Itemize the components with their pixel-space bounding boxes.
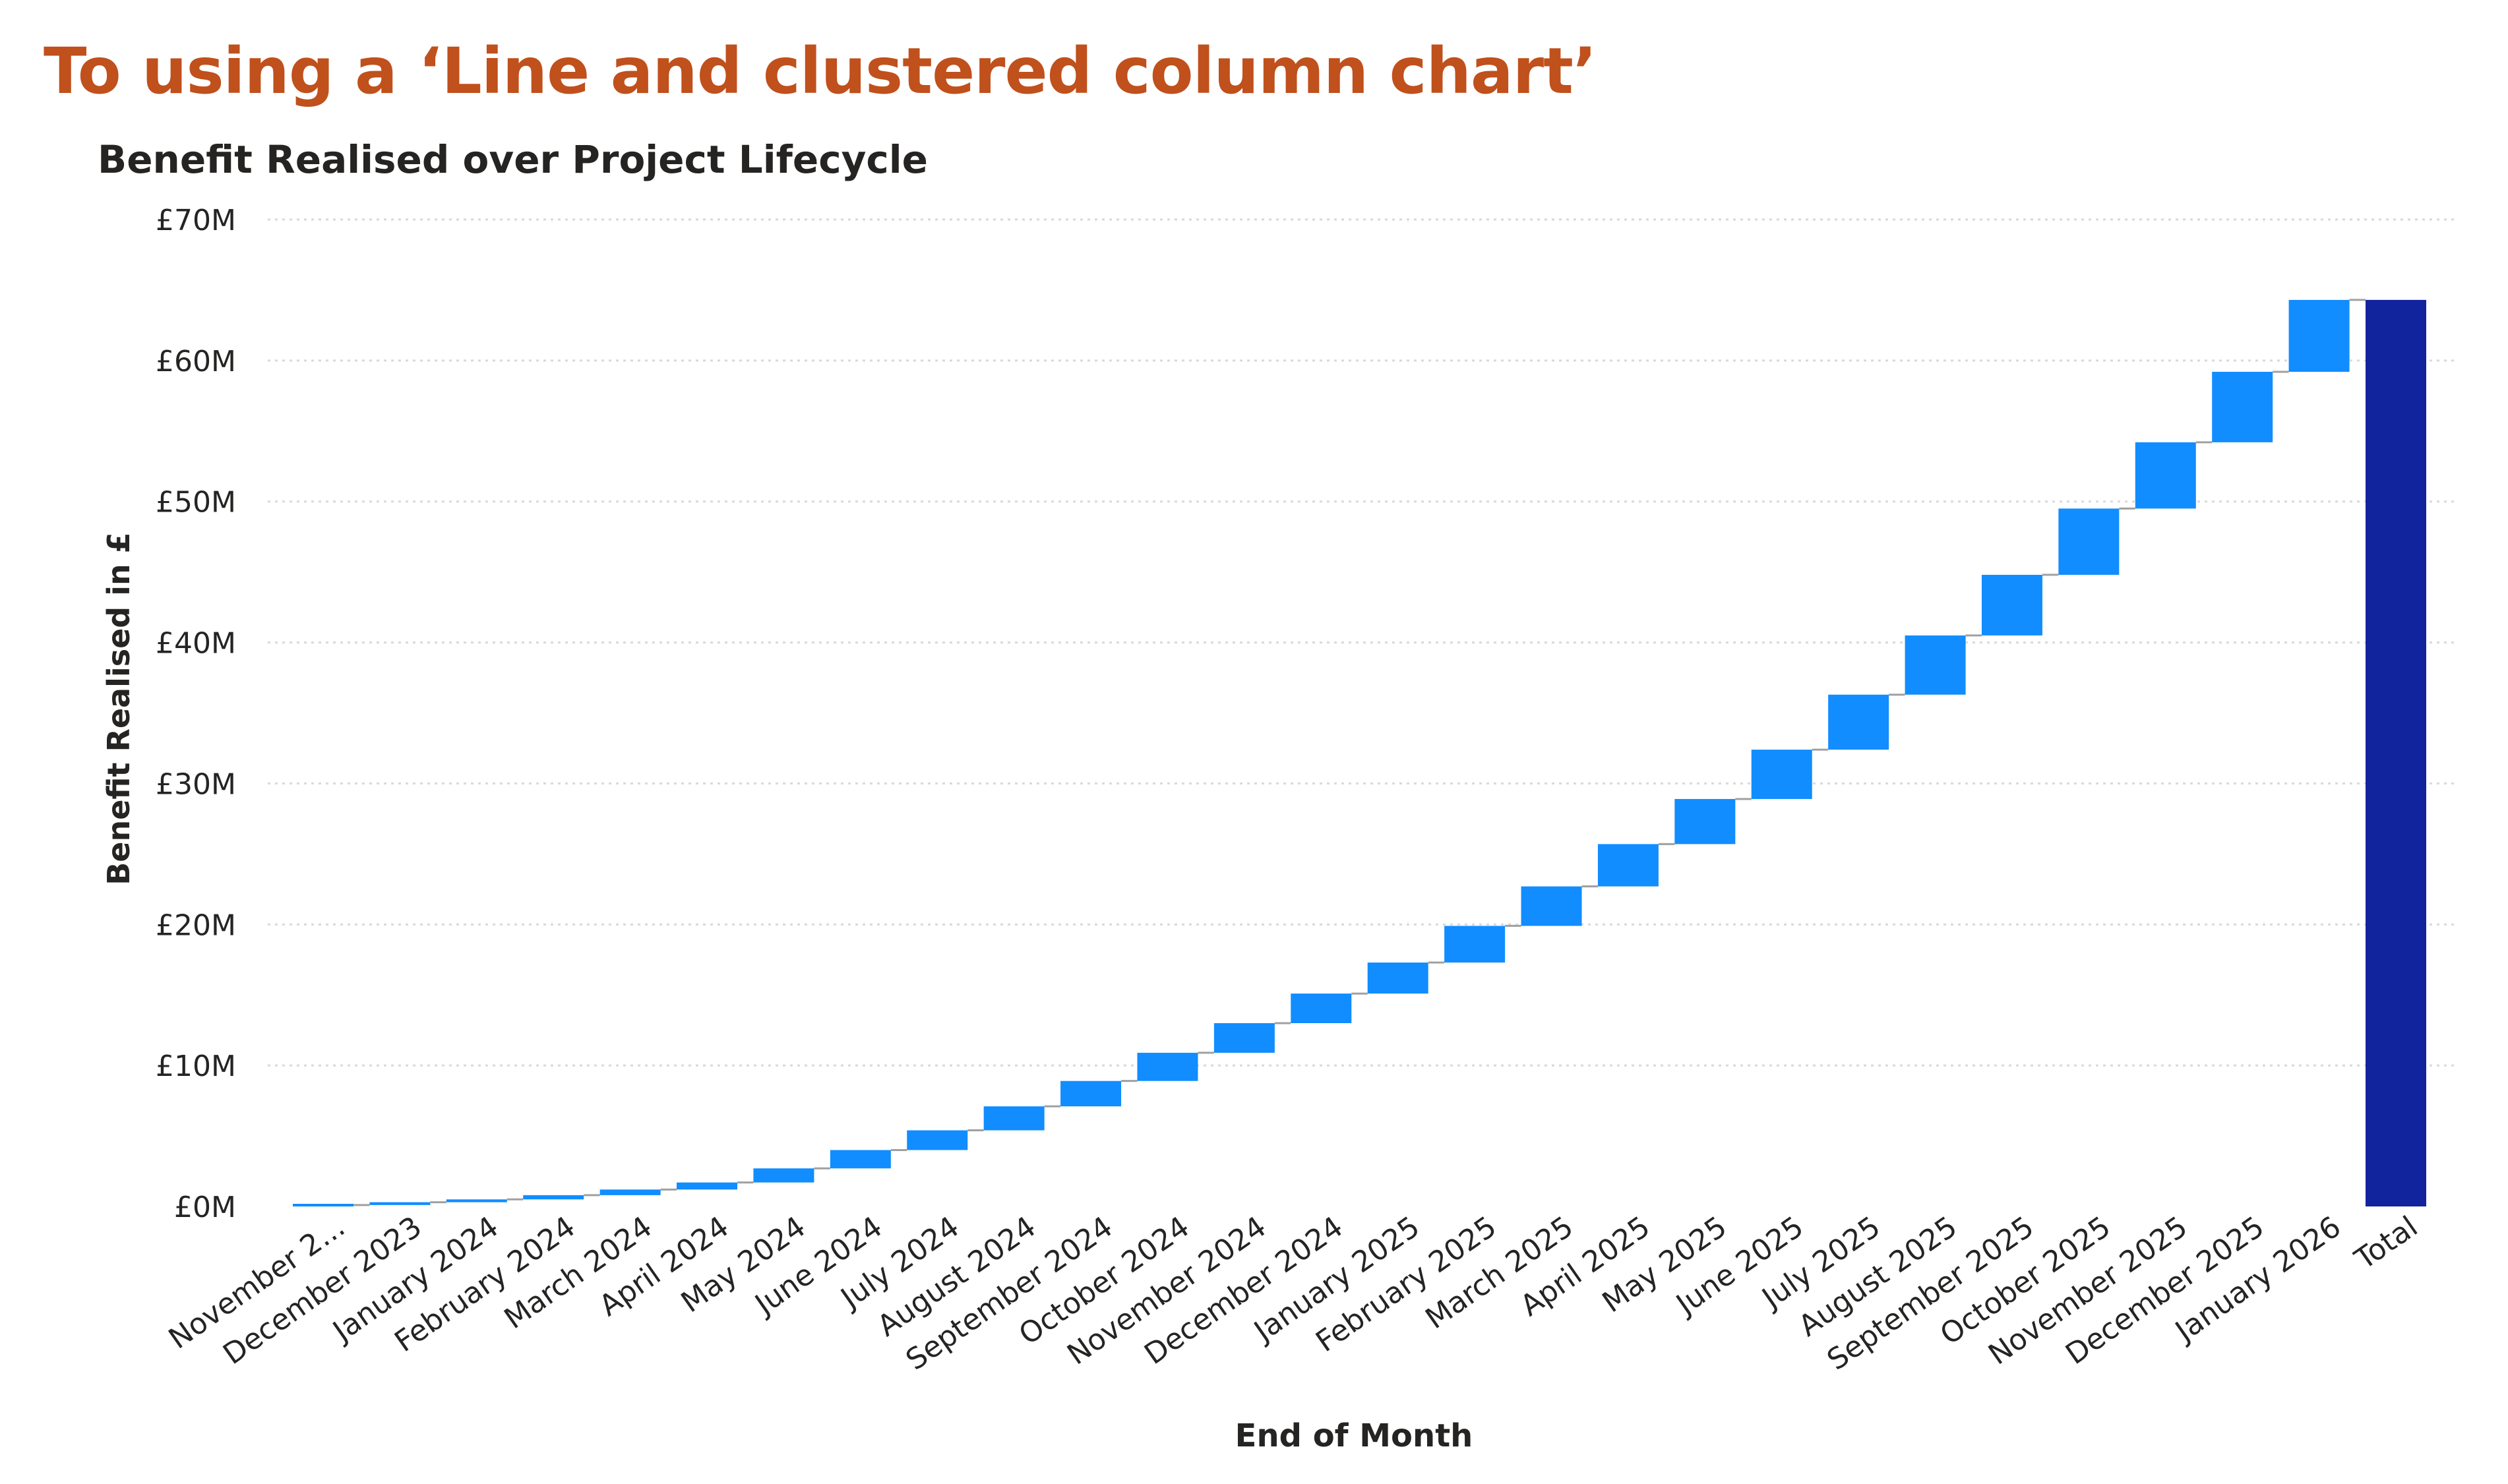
increase-bar — [1981, 574, 2042, 636]
x-axis-title: End of Month — [1235, 1417, 1473, 1454]
increase-bar — [1751, 750, 1812, 799]
increase-bar — [1828, 694, 1889, 750]
increase-bar — [677, 1182, 738, 1190]
increase-bar — [599, 1189, 661, 1195]
increase-bar — [2058, 508, 2120, 575]
increase-bar — [1213, 1023, 1275, 1053]
increase-bar — [907, 1130, 968, 1150]
increase-bar — [369, 1202, 431, 1205]
increase-bar — [1137, 1052, 1198, 1081]
increase-bar — [1291, 994, 1352, 1023]
increase-bar — [1521, 886, 1582, 926]
y-tick-label: £40M — [156, 627, 236, 661]
x-tick-label: Total — [2348, 1210, 2424, 1276]
y-tick-label: £10M — [156, 1050, 236, 1083]
increase-bar — [1444, 926, 1506, 963]
increase-bar — [2212, 371, 2273, 442]
bars — [293, 299, 2426, 1206]
y-axis-title: Benefit Realised in £ — [101, 532, 137, 885]
increase-bar — [830, 1150, 891, 1169]
y-tick-label: £20M — [156, 908, 236, 942]
increase-bar — [1367, 963, 1428, 994]
increase-bar — [1905, 635, 1966, 695]
slide-heading: To using a ‘Line and clustered column ch… — [44, 34, 1597, 108]
increase-bar — [2288, 299, 2350, 372]
increase-bar — [1060, 1081, 1122, 1107]
connectors — [353, 299, 2366, 1206]
increase-bar — [446, 1199, 507, 1202]
chart-title: Benefit Realised over Project Lifecycle — [98, 137, 928, 182]
y-tick-label: £0M — [174, 1191, 236, 1224]
gridlines — [268, 218, 2455, 1067]
y-tick-label: £50M — [156, 486, 236, 519]
increase-bar — [1597, 844, 1659, 887]
increase-bar — [523, 1195, 584, 1200]
increase-bar — [983, 1106, 1045, 1131]
increase-bar — [1674, 798, 1736, 845]
increase-bar — [753, 1168, 814, 1183]
increase-bar — [293, 1204, 353, 1206]
y-tick-label: £60M — [156, 345, 236, 378]
y-axis-ticks: £0M £10M £20M £30M £40M £50M £60M £70M — [156, 204, 236, 1224]
y-tick-label: £70M — [156, 204, 236, 237]
y-tick-label: £30M — [156, 767, 236, 801]
total-bar — [2366, 299, 2426, 1206]
increase-bar — [2135, 442, 2196, 509]
